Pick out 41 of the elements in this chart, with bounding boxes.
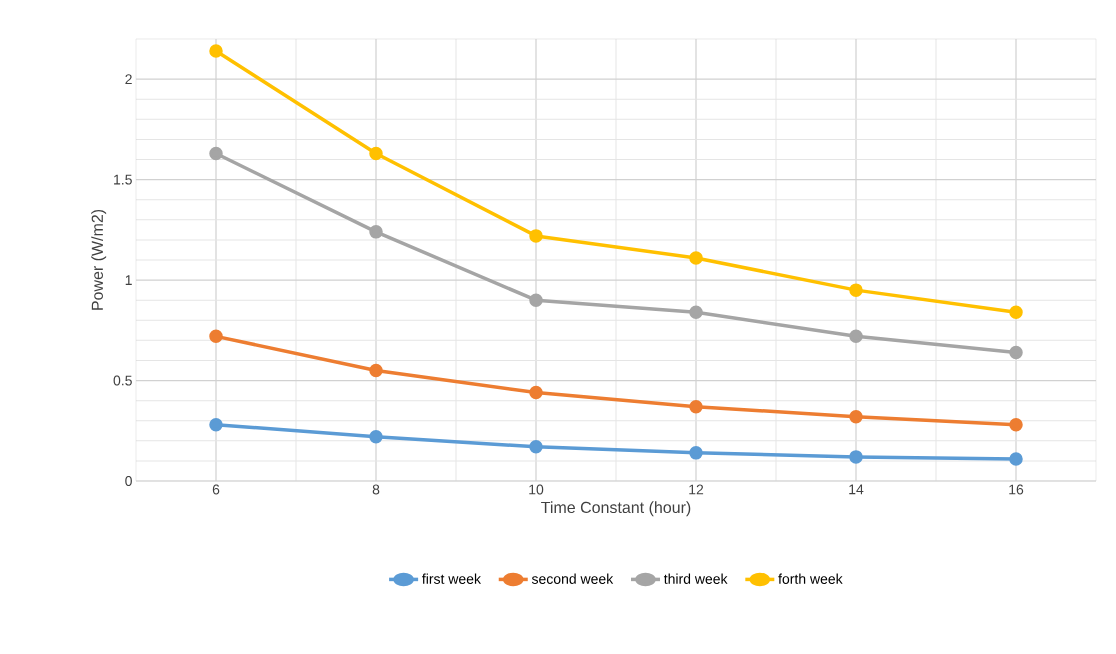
point — [369, 363, 383, 378]
x-tick-label: 6 — [212, 484, 220, 495]
point — [209, 329, 223, 344]
legend-label: first week — [422, 573, 481, 584]
x-axis-title: Time Constant (hour) — [541, 501, 691, 517]
point — [1009, 305, 1023, 319]
y-tick-label: 0.5 — [113, 375, 132, 386]
point — [849, 329, 863, 344]
point — [529, 440, 543, 454]
point — [1009, 418, 1023, 432]
legend-label: third week — [663, 573, 728, 584]
x-tick-label: 10 — [529, 484, 544, 495]
point — [1009, 452, 1023, 466]
x-tick-label: 12 — [689, 484, 704, 495]
point — [369, 225, 383, 239]
y-tick-label: 0 — [125, 476, 132, 486]
y-axis-title: Power (W/m2) — [91, 209, 107, 310]
point — [849, 409, 863, 424]
point — [849, 450, 863, 464]
legend-label: second week — [531, 573, 614, 584]
x-tick-label: 14 — [849, 484, 864, 495]
y-tick-label: 1 — [125, 275, 132, 285]
point — [209, 418, 223, 432]
point — [689, 305, 703, 319]
point — [209, 44, 223, 58]
y-tick-label: 1.5 — [114, 174, 132, 185]
legend-label: forth week — [778, 573, 843, 584]
point — [689, 399, 703, 414]
x-tick-label: 16 — [1009, 484, 1024, 495]
point — [529, 293, 543, 307]
point — [849, 283, 863, 297]
y-tick-label: 2 — [125, 74, 132, 85]
point — [1009, 345, 1023, 360]
point — [369, 430, 383, 444]
point — [689, 446, 703, 460]
x-tick-label: 8 — [372, 484, 380, 495]
point — [689, 251, 703, 265]
point — [529, 385, 543, 400]
point — [369, 146, 383, 161]
point — [529, 229, 543, 243]
point — [209, 146, 223, 161]
